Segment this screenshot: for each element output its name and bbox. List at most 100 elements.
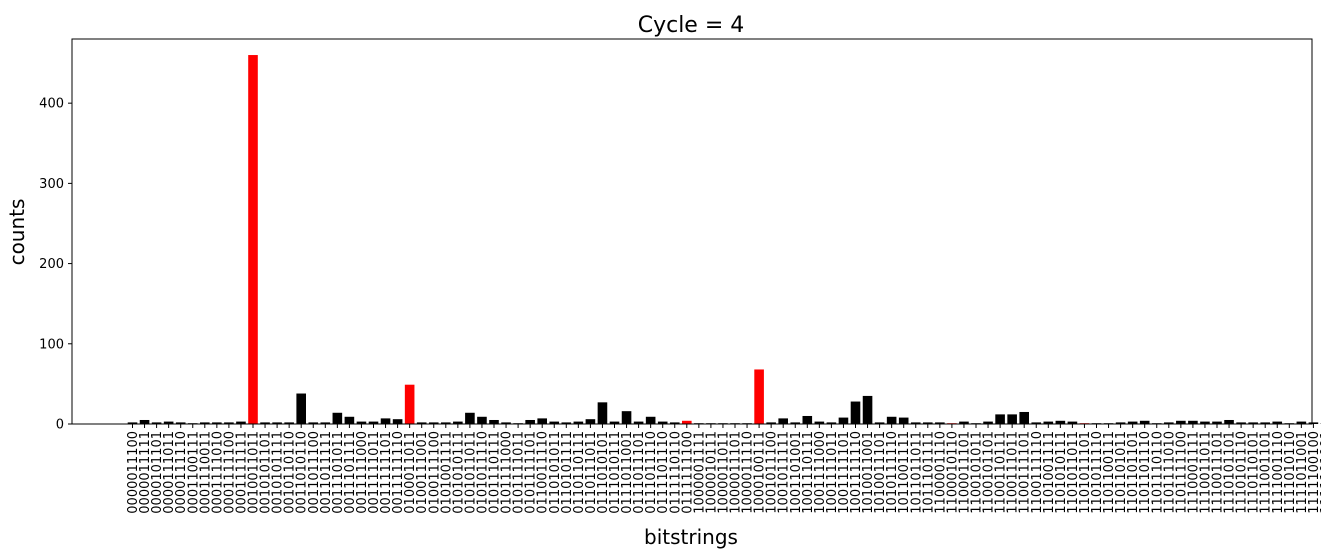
x-tick-label: 1000011110 [741,431,756,514]
bar [1007,414,1017,425]
x-tick-label: 1111101001 [1319,431,1321,514]
bar [248,55,258,424]
x-tick-label: 1100111101 [1018,431,1033,514]
x-tick-label: 1101100111 [1102,431,1117,514]
bar [441,422,451,424]
bar [874,422,885,424]
x-tick-label: 1110001111 [1186,431,1201,514]
bar [585,419,596,424]
x-tick-label: 1101011110 [1090,431,1105,514]
x-tick-label: 0101011110 [475,431,490,514]
y-tick-label: 0 [56,418,64,433]
x-tick-label: 1010111110 [885,431,900,514]
x-tick-label: 1001011111 [777,431,792,514]
x-tick-label: 0101111101 [524,431,539,514]
bar [151,422,162,424]
x-tick-label: 0010101111 [271,431,286,514]
bar [380,418,391,424]
x-tick-label: 1111011001 [1295,431,1310,514]
x-tick-label: 0010110110 [283,431,298,514]
bar [838,417,849,424]
bar [416,422,427,424]
x-tick-label: 0011111011 [367,431,382,514]
bar [657,421,668,424]
x-tick-label: 0011111101 [379,431,394,514]
bar [633,421,644,424]
x-tick-label: 0100011011 [403,431,418,514]
x-tick-label: 1001101001 [789,431,804,514]
x-axis-label: bitstrings [644,525,738,549]
bar [609,421,620,424]
x-tick-label: 0101011011 [463,431,478,514]
bar [935,422,945,424]
x-tick-label: 1111010110 [1283,431,1298,514]
x-tick-label: 1101110110 [1150,431,1165,514]
x-tick-label: 0110110111 [572,431,587,514]
y-tick-label: 200 [39,257,64,272]
x-tick-label: 1001111101 [837,431,852,514]
x-tick-label: 1101010111 [1054,431,1069,514]
x-tick-label: 0110101111 [560,431,575,514]
bar [477,416,487,424]
x-tick-label: 1101001111 [1042,431,1057,514]
bar [392,419,403,424]
bar [983,421,993,424]
x-tick-label: 0000111110 [174,431,189,514]
x-tick-label: 1100001110 [933,431,948,514]
x-tick-label: 1001111110 [849,431,864,514]
x-tick-label: 1000100111 [753,431,768,514]
x-tick-label: 0100111001 [415,431,430,514]
x-tick-label: 1101111100 [1174,431,1189,514]
x-tick-label: 0110111011 [584,431,599,514]
x-tick-label: 0010101101 [259,431,274,514]
bar [1031,422,1042,424]
x-tick-label: 0110101011 [548,431,563,514]
bar [1055,420,1066,424]
bar [1212,421,1222,424]
bar [1043,421,1054,424]
bar [356,421,367,424]
x-tick-label: 0101111000 [500,431,515,514]
chart-title: Cycle = 4 [638,13,745,38]
x-tick-label: 0111010101 [596,431,611,514]
x-tick-label: 0011010110 [295,431,310,514]
x-tick-label: 1101101110 [1138,431,1153,514]
x-tick-label: 1001111011 [825,431,840,514]
bar [1308,422,1319,424]
x-tick-label: 1101101101 [1126,431,1141,514]
x-tick-label: 1111001110 [1271,431,1286,514]
bar [573,421,584,424]
bar [597,402,608,424]
bar [1200,421,1210,424]
bar [284,422,294,424]
bar [236,421,246,424]
x-tick-label: 0000101101 [150,431,165,514]
x-tick-label: 1001110111 [801,431,816,514]
x-tick-label: 1110011011 [1198,431,1213,514]
x-tick-label: 1010011101 [873,431,888,514]
x-tick-label: 1100111011 [1006,431,1021,514]
bar [224,422,234,424]
bar [923,422,933,424]
bar [910,422,921,424]
bar [754,369,764,424]
x-tick-label: 1000010111 [704,431,719,514]
x-tick-label: 0011111110 [391,431,406,514]
bar [296,393,306,424]
x-tick-label: 1000011011 [716,431,731,514]
x-tick-label: 0001111111 [234,431,249,514]
bar [995,414,1005,425]
bar [850,401,861,424]
x-tick-label: 1110011101 [1211,431,1226,514]
x-tick-label: 0101111011 [512,431,527,514]
x-tick-label: 1011101111 [921,431,936,514]
x-tick-label: 0101110111 [488,431,503,514]
x-tick-label: 0001111010 [210,431,225,514]
bar [1139,420,1150,424]
bar [561,422,572,424]
x-tick-label: 0111111100 [680,431,695,514]
x-tick-label: 1100010110 [945,431,960,514]
bar [537,418,547,424]
x-tick-label: 1100101011 [970,431,985,514]
